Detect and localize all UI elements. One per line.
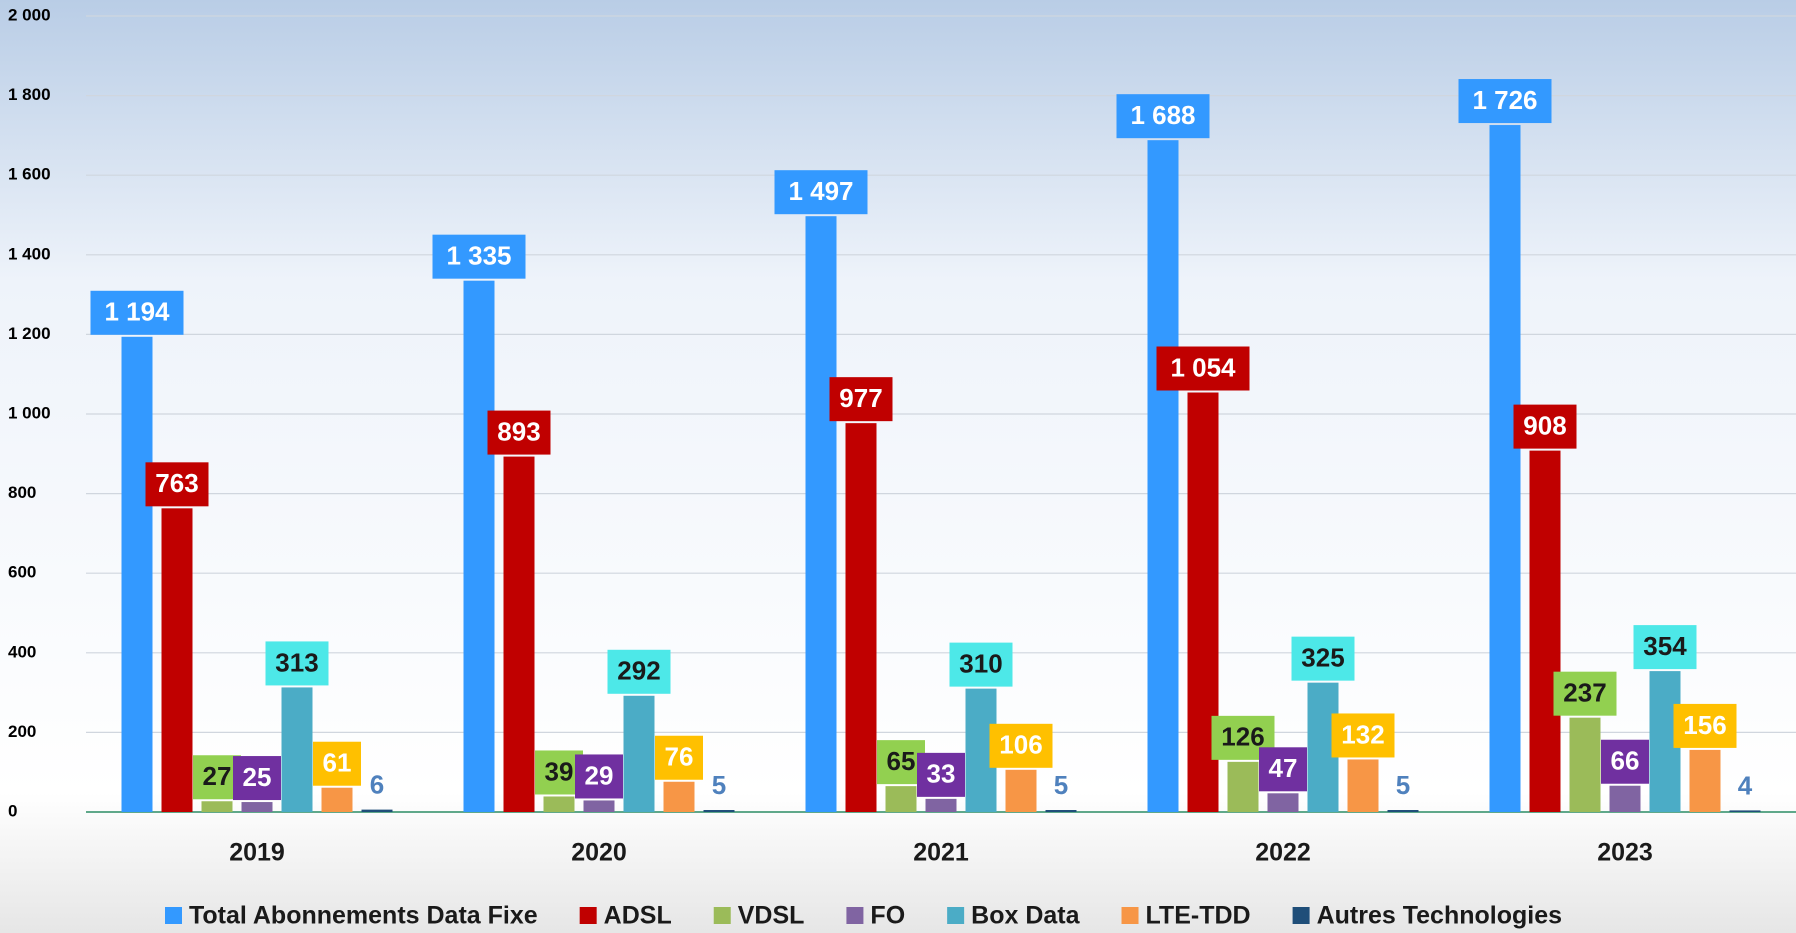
bar	[846, 423, 877, 812]
data-label: 977	[839, 383, 882, 413]
y-tick-label: 600	[8, 563, 36, 582]
bar	[1268, 793, 1299, 812]
y-tick-label: 800	[8, 483, 36, 502]
data-label: 39	[545, 756, 574, 786]
data-label: 65	[887, 746, 916, 776]
data-label: 5	[1054, 770, 1068, 800]
x-tick-label: 2021	[913, 839, 969, 867]
bar	[464, 281, 495, 812]
bar	[1530, 451, 1561, 812]
data-label: 325	[1301, 643, 1344, 673]
bar	[1570, 718, 1601, 812]
chart: 0 200 400 600 800 1 000 1 200 1 400 1 600 1 800 2 …	[0, 0, 1796, 933]
x-tick-label: 2023	[1597, 839, 1653, 867]
bar	[1046, 810, 1077, 812]
data-label: 292	[617, 656, 660, 686]
y-tick-label: 2 000	[8, 5, 51, 24]
bar	[1730, 810, 1761, 812]
x-tick-label: 2019	[229, 839, 285, 867]
data-label: 310	[959, 648, 1002, 678]
data-label: 25	[243, 762, 272, 792]
legend-swatch	[580, 907, 597, 924]
legend-swatch	[1122, 907, 1139, 924]
data-label: 66	[1611, 746, 1640, 776]
data-label: 156	[1683, 710, 1726, 740]
legend-swatch	[846, 907, 863, 924]
legend-swatch	[947, 907, 964, 924]
bar	[202, 801, 233, 812]
bar	[806, 216, 837, 812]
y-tick-label: 200	[8, 722, 36, 741]
data-label: 908	[1523, 410, 1566, 440]
y-tick-label: 400	[8, 642, 36, 661]
bar	[886, 786, 917, 812]
data-label: 1 688	[1130, 100, 1195, 130]
bar	[122, 337, 153, 812]
bar	[162, 508, 193, 812]
bar	[1610, 786, 1641, 812]
legend-label: Box Data	[971, 902, 1080, 930]
legend-label: FO	[870, 902, 905, 930]
legend-label: VDSL	[738, 902, 805, 930]
data-label: 47	[1269, 753, 1298, 783]
bar	[544, 796, 575, 812]
data-label: 126	[1221, 722, 1264, 752]
data-label: 76	[665, 742, 694, 772]
legend-swatch	[1293, 907, 1310, 924]
bar	[1690, 750, 1721, 812]
bar	[584, 800, 615, 812]
data-label: 1 335	[446, 241, 511, 271]
page: 0 200 400 600 800 1 000 1 200 1 400 1 600 1 800 2 …	[0, 0, 1796, 933]
data-label: 106	[999, 730, 1042, 760]
y-tick-label: 0	[8, 801, 17, 820]
data-label: 1 726	[1472, 85, 1537, 115]
data-label: 763	[155, 468, 198, 498]
data-label: 1 497	[788, 176, 853, 206]
data-label: 5	[1396, 770, 1410, 800]
bar	[504, 457, 535, 812]
bar	[704, 810, 735, 812]
y-tick-label: 1 000	[8, 403, 51, 422]
bar	[1148, 140, 1179, 812]
data-label: 237	[1563, 678, 1606, 708]
bar	[1228, 762, 1259, 812]
data-label: 313	[275, 647, 318, 677]
bar	[1348, 759, 1379, 812]
legend-label: Autres Technologies	[1317, 902, 1562, 930]
bar	[1490, 125, 1521, 812]
x-tick-label: 2022	[1255, 839, 1311, 867]
bar	[1006, 770, 1037, 812]
bar	[282, 687, 313, 812]
data-label: 27	[203, 761, 232, 791]
x-tick-label: 2020	[571, 839, 627, 867]
data-label: 6	[370, 769, 384, 799]
data-label: 29	[585, 760, 614, 790]
bar	[362, 810, 393, 812]
y-tick-label: 1 600	[8, 165, 51, 184]
data-label: 33	[927, 759, 956, 789]
legend-label: LTE-TDD	[1146, 902, 1251, 930]
data-label: 354	[1643, 631, 1687, 661]
data-label: 1 054	[1170, 352, 1236, 382]
data-label: 893	[497, 416, 540, 446]
data-label: 61	[323, 748, 352, 778]
bar	[1388, 810, 1419, 812]
y-tick-label: 1 200	[8, 324, 51, 343]
legend-label: ADSL	[604, 902, 672, 930]
legend-swatch	[714, 907, 731, 924]
data-label: 1 194	[104, 297, 170, 327]
bar	[624, 696, 655, 812]
data-label: 132	[1341, 719, 1384, 749]
data-label: 5	[712, 770, 726, 800]
bar	[664, 782, 695, 812]
bar	[322, 788, 353, 812]
bar	[242, 802, 273, 812]
bar	[926, 799, 957, 812]
y-tick-label: 1 800	[8, 85, 51, 104]
data-label: 4	[1738, 770, 1753, 800]
legend-label: Total Abonnements Data Fixe	[189, 902, 538, 930]
y-tick-label: 1 400	[8, 244, 51, 263]
legend-swatch	[165, 907, 182, 924]
